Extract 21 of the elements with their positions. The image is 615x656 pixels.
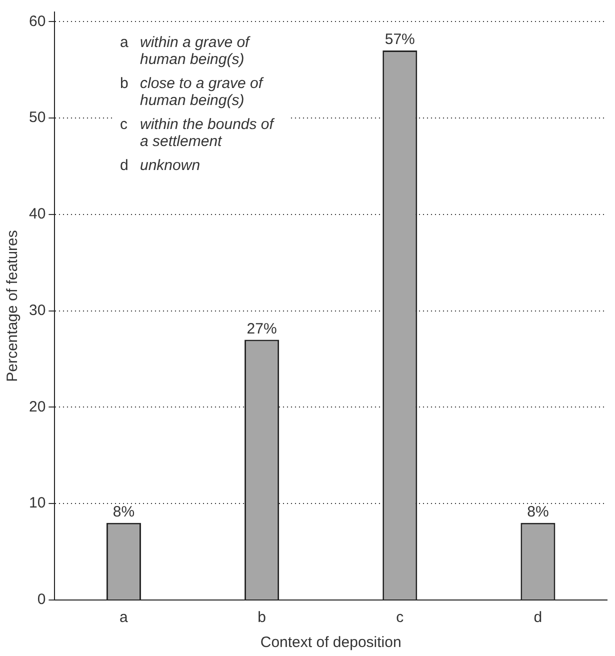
x-axis-title: Context of deposition bbox=[260, 634, 402, 652]
annotation: c within the bounds of a settlement bbox=[120, 116, 276, 150]
x-tick-label: a bbox=[120, 609, 129, 626]
x-tick-label: c bbox=[396, 609, 404, 626]
data-label: 8% bbox=[527, 504, 549, 521]
y-axis-title: Percentage of features bbox=[4, 230, 22, 382]
y-tick-label: 30 bbox=[28, 302, 46, 319]
x-tick-label: b bbox=[258, 609, 266, 626]
y-tick-label: 10 bbox=[28, 494, 46, 512]
data-label: 8% bbox=[112, 504, 135, 521]
annotation: a within a grave of human being(s) bbox=[120, 34, 252, 68]
annotation: b close to a grave of human being(s) bbox=[120, 75, 265, 109]
y-tick-label: 0 bbox=[37, 591, 46, 608]
x-tick-label: d bbox=[534, 609, 542, 626]
y-tick-label: 40 bbox=[28, 206, 46, 223]
y-tick-label: 60 bbox=[28, 12, 46, 30]
annotation: d unknown bbox=[120, 157, 202, 174]
y-tick-label: 20 bbox=[28, 398, 46, 416]
y-tick-label: 50 bbox=[28, 109, 46, 126]
data-label: 57% bbox=[384, 31, 415, 48]
data-label: 27% bbox=[246, 320, 277, 338]
